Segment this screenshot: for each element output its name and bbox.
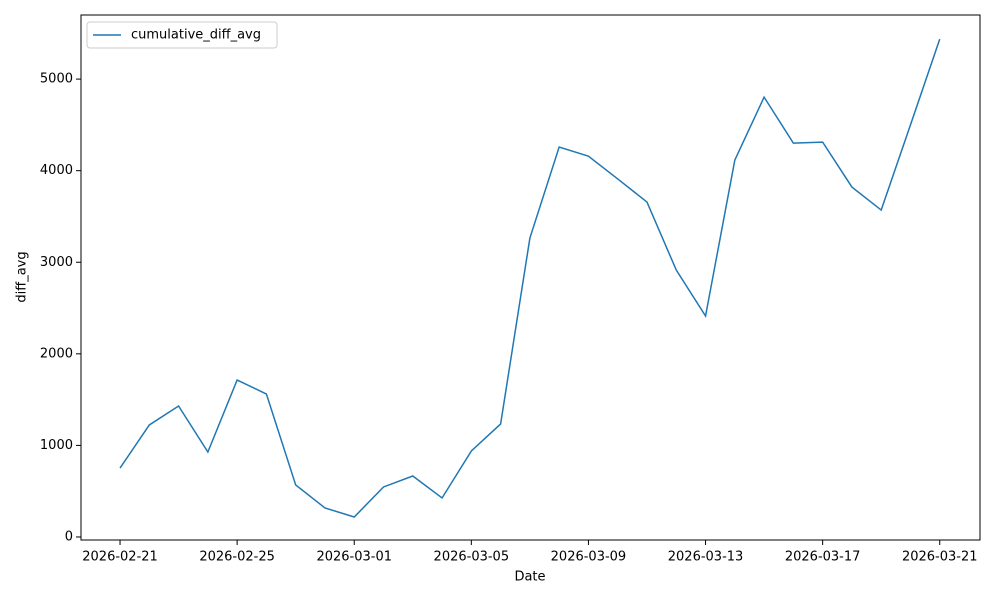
x-tick-label: 2026-03-09 xyxy=(551,550,627,565)
x-tick-label: 2026-03-05 xyxy=(434,550,510,565)
x-axis-label: Date xyxy=(514,570,545,585)
legend-box xyxy=(86,21,278,49)
legend-label: cumulative_diff_avg xyxy=(131,28,261,43)
y-tick-label: 4000 xyxy=(40,163,73,178)
x-tick-label: 2026-03-17 xyxy=(785,550,861,565)
line-series xyxy=(119,38,941,518)
x-tick-label: 2026-03-01 xyxy=(316,550,392,565)
x-tick-label: 2026-03-21 xyxy=(902,550,978,565)
y-tick-label: 0 xyxy=(65,529,73,544)
plot-frame xyxy=(80,14,981,541)
y-tick-label: 1000 xyxy=(40,438,73,453)
x-tick-label: 2026-02-21 xyxy=(82,550,158,565)
y-tick-label: 3000 xyxy=(40,255,73,270)
y-axis-label: diff_avg xyxy=(15,251,30,302)
y-tick-label: 2000 xyxy=(40,346,73,361)
x-tick-label: 2026-03-13 xyxy=(668,550,744,565)
y-tick-label: 5000 xyxy=(40,72,73,87)
x-tick-label: 2026-02-25 xyxy=(199,550,275,565)
